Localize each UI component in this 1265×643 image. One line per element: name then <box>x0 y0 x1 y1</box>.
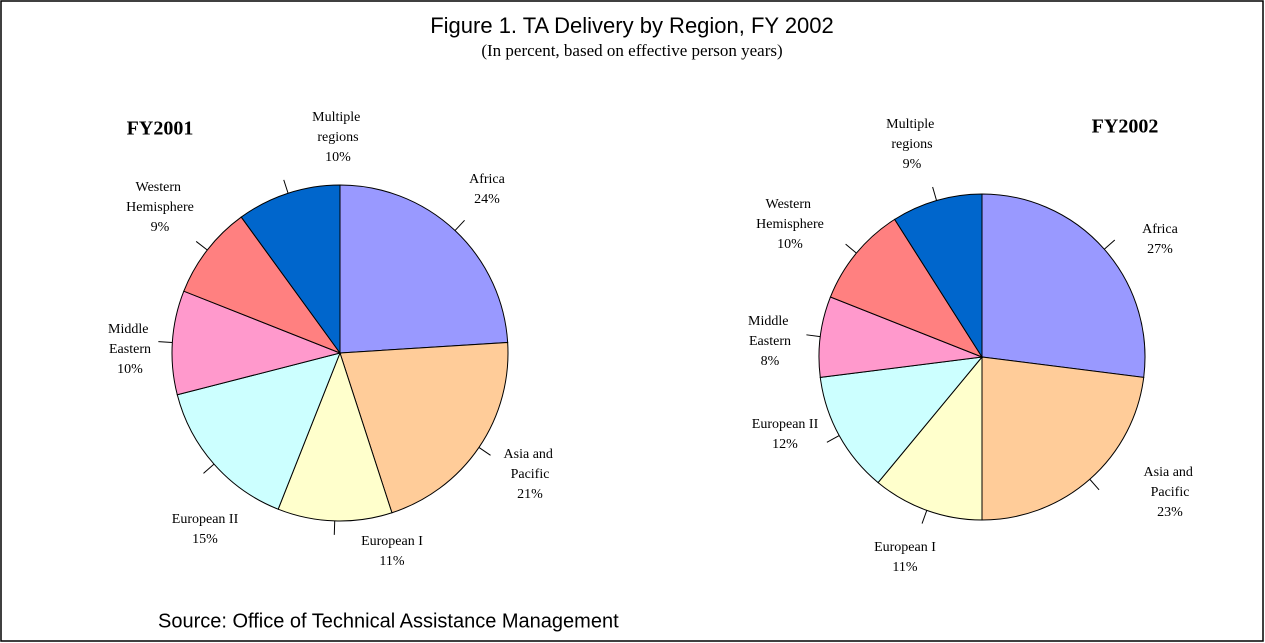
leader-line <box>158 341 173 343</box>
leader-line <box>826 435 840 443</box>
slice-label: Asia and Pacific <box>504 447 557 482</box>
leader-line <box>921 510 928 524</box>
chart-title: Figure 1. TA Delivery by Region, FY 2002 <box>430 13 834 38</box>
pie-slice <box>277 351 393 522</box>
pie-slice <box>171 290 342 396</box>
pie-slice <box>877 355 983 521</box>
slice-label: Middle Eastern <box>748 314 792 349</box>
leader-line <box>283 179 289 194</box>
pie-slice <box>981 356 1145 521</box>
pie-slice <box>339 341 509 514</box>
value-label: 27% <box>1147 242 1173 257</box>
leader-line <box>932 186 938 201</box>
value-label: 8% <box>761 354 780 369</box>
slice-label: Multiple regions <box>312 110 364 145</box>
value-label: 11% <box>892 560 917 575</box>
slice-label: Africa <box>469 172 506 187</box>
leader-line <box>203 463 215 474</box>
leader-line <box>478 447 491 456</box>
slice-label: Western Hemisphere <box>126 180 194 215</box>
value-label: 10% <box>777 237 803 252</box>
slice-label: Multiple regions <box>886 117 938 152</box>
value-label: 11% <box>379 554 404 569</box>
leader-line <box>1103 239 1116 250</box>
chart-subtitle: (In percent, based on effective person y… <box>481 41 782 60</box>
pie-slice <box>981 193 1146 378</box>
source-note: Source: Office of Technical Assistance M… <box>158 610 619 632</box>
value-label: 15% <box>192 532 218 547</box>
slice-label: Asia and Pacific <box>1144 465 1197 500</box>
pie-slice <box>183 216 342 355</box>
leader-line <box>454 219 465 231</box>
value-label: 9% <box>903 157 922 172</box>
value-label: 12% <box>772 437 798 452</box>
value-label: 21% <box>517 487 543 502</box>
pie-slice <box>176 352 341 510</box>
pie-title: FY2002 <box>1092 116 1159 138</box>
slice-label: European I <box>361 534 423 549</box>
pie-slice <box>339 184 509 354</box>
slice-label: European I <box>874 540 936 555</box>
value-label: 9% <box>151 220 170 235</box>
pie-title: FY2001 <box>127 118 194 140</box>
leader-line <box>845 243 857 254</box>
value-label: 10% <box>117 362 143 377</box>
leader-line <box>195 241 208 251</box>
slice-label: European II <box>752 417 819 432</box>
value-label: 24% <box>474 192 500 207</box>
slice-label: Western Hemisphere <box>756 197 824 232</box>
leader-line <box>806 334 821 338</box>
value-label: 10% <box>325 150 351 165</box>
value-label: 23% <box>1157 505 1183 520</box>
slice-label: European II <box>172 512 239 527</box>
leader-line <box>1089 478 1100 491</box>
pie-slice <box>893 193 983 359</box>
slice-label: Africa <box>1142 222 1179 237</box>
slice-label: Middle Eastern <box>108 322 152 357</box>
